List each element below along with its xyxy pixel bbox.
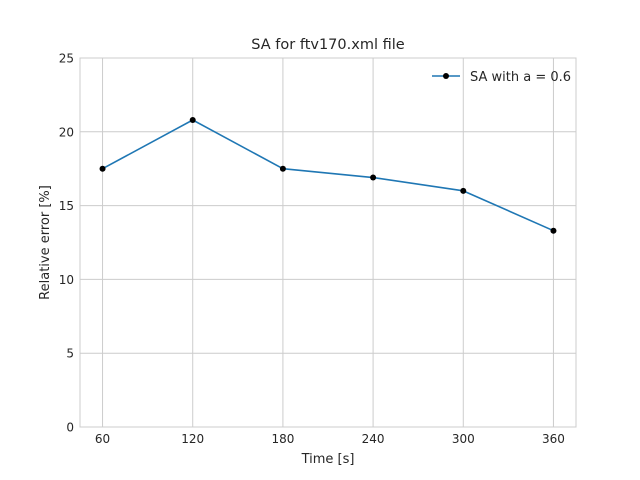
data-point [460,187,467,194]
y-axis-title: Relative error [%] [38,185,53,300]
y-tick-label: 20 [59,125,74,139]
x-tick-label: 240 [362,432,385,446]
data-point [370,174,377,181]
data-point [189,116,196,123]
data-point [99,165,106,172]
y-tick-label: 25 [59,52,74,66]
y-tick-label: 10 [59,273,74,287]
data-point [550,227,557,234]
y-tick-label: 0 [66,421,74,435]
x-tick-label: 300 [452,432,475,446]
y-axis-ticks: 0 5 10 15 20 25 [59,52,74,435]
chart-title: SA for ftv170.xml file [251,37,404,53]
plot-frame [79,57,577,428]
x-tick-label: 360 [542,432,565,446]
series-group [99,116,557,234]
series-line [102,119,554,232]
y-tick-label: 15 [59,199,74,213]
x-tick-label: 60 [95,432,110,446]
legend: SA with a = 0.6 [432,70,571,85]
legend-label: SA with a = 0.6 [470,70,571,85]
legend-marker [443,73,449,79]
grid [80,58,576,427]
x-tick-label: 180 [271,432,294,446]
x-axis-ticks: 60 120 180 240 300 360 [95,432,565,446]
x-axis-title: Time [s] [301,452,355,467]
data-point [279,165,286,172]
x-tick-label: 120 [181,432,204,446]
y-tick-label: 5 [66,347,74,361]
